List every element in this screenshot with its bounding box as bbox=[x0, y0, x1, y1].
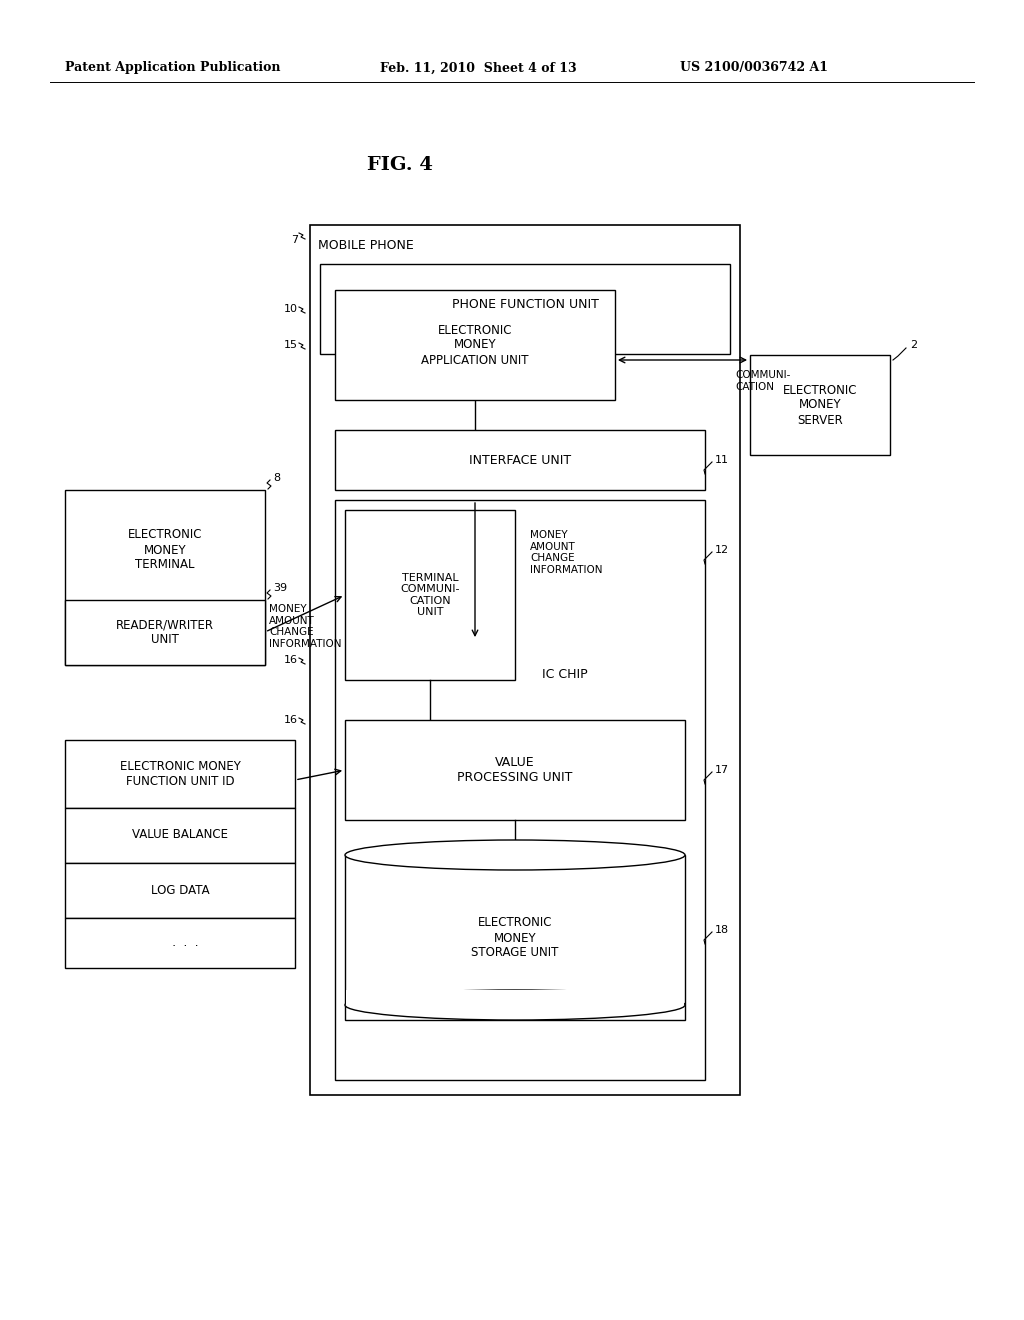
Text: US 2100/0036742 A1: US 2100/0036742 A1 bbox=[680, 62, 828, 74]
Ellipse shape bbox=[345, 840, 685, 870]
Text: VALUE
PROCESSING UNIT: VALUE PROCESSING UNIT bbox=[458, 756, 572, 784]
Text: ELECTRONIC MONEY
FUNCTION UNIT ID: ELECTRONIC MONEY FUNCTION UNIT ID bbox=[120, 760, 241, 788]
Text: INTERFACE UNIT: INTERFACE UNIT bbox=[469, 454, 571, 466]
Text: MOBILE PHONE: MOBILE PHONE bbox=[318, 239, 414, 252]
Text: ELECTRONIC
MONEY
STORAGE UNIT: ELECTRONIC MONEY STORAGE UNIT bbox=[471, 916, 559, 960]
Text: ELECTRONIC
MONEY
APPLICATION UNIT: ELECTRONIC MONEY APPLICATION UNIT bbox=[421, 323, 528, 367]
Text: 16: 16 bbox=[284, 715, 298, 725]
Text: 10: 10 bbox=[284, 304, 298, 314]
Bar bbox=[335, 430, 705, 490]
Bar bbox=[65, 917, 295, 968]
Text: 12: 12 bbox=[715, 545, 729, 554]
Text: 8: 8 bbox=[273, 473, 281, 483]
Bar bbox=[346, 990, 684, 1005]
Text: 39: 39 bbox=[273, 583, 287, 593]
Bar bbox=[65, 808, 295, 863]
Text: Patent Application Publication: Patent Application Publication bbox=[65, 62, 281, 74]
Text: ELECTRONIC
MONEY
TERMINAL: ELECTRONIC MONEY TERMINAL bbox=[128, 528, 203, 572]
Bar bbox=[345, 719, 685, 820]
Ellipse shape bbox=[345, 990, 685, 1020]
Text: IC CHIP: IC CHIP bbox=[542, 668, 587, 681]
Bar bbox=[319, 264, 730, 354]
Bar bbox=[345, 510, 515, 680]
Text: FIG. 4: FIG. 4 bbox=[367, 156, 433, 174]
Text: 18: 18 bbox=[715, 925, 729, 935]
Bar bbox=[65, 863, 295, 917]
Text: MONEY
AMOUNT
CHANGE
INFORMATION: MONEY AMOUNT CHANGE INFORMATION bbox=[530, 531, 602, 574]
Bar bbox=[335, 290, 615, 400]
Bar bbox=[310, 224, 740, 1096]
Bar bbox=[65, 601, 265, 665]
Text: .  .  .: . . . bbox=[161, 936, 199, 949]
Text: 7: 7 bbox=[291, 235, 298, 246]
Text: 16: 16 bbox=[284, 655, 298, 665]
Text: MONEY
AMOUNT
CHANGE
INFORMATION: MONEY AMOUNT CHANGE INFORMATION bbox=[269, 605, 341, 649]
Text: ELECTRONIC
MONEY
SERVER: ELECTRONIC MONEY SERVER bbox=[782, 384, 857, 426]
Text: PHONE FUNCTION UNIT: PHONE FUNCTION UNIT bbox=[452, 298, 598, 312]
Text: 17: 17 bbox=[715, 766, 729, 775]
Text: Feb. 11, 2010  Sheet 4 of 13: Feb. 11, 2010 Sheet 4 of 13 bbox=[380, 62, 577, 74]
Bar bbox=[335, 500, 705, 1080]
Text: 11: 11 bbox=[715, 455, 729, 465]
Bar bbox=[750, 355, 890, 455]
Text: VALUE BALANCE: VALUE BALANCE bbox=[132, 829, 228, 842]
Bar bbox=[345, 855, 685, 1020]
Text: 2: 2 bbox=[910, 341, 918, 350]
Bar bbox=[65, 741, 295, 808]
Text: COMMUNI-
CATION: COMMUNI- CATION bbox=[735, 370, 791, 392]
Text: TERMINAL
COMMUNI-
CATION
UNIT: TERMINAL COMMUNI- CATION UNIT bbox=[400, 573, 460, 618]
Text: LOG DATA: LOG DATA bbox=[151, 883, 209, 896]
Text: READER/WRITER
UNIT: READER/WRITER UNIT bbox=[116, 618, 214, 645]
Bar bbox=[65, 490, 265, 665]
Text: 15: 15 bbox=[284, 341, 298, 350]
